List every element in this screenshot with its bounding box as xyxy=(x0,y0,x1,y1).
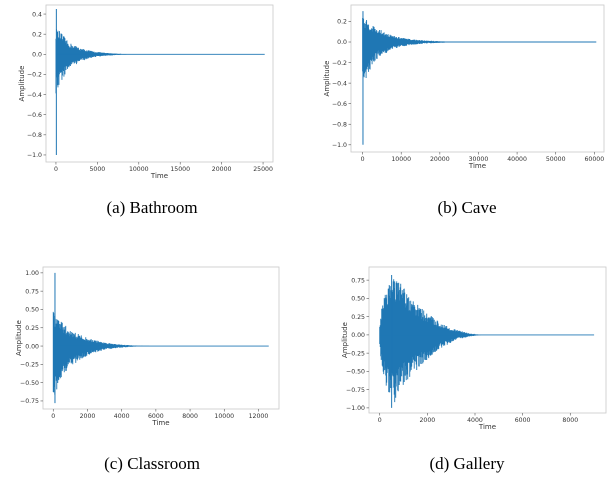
x-tick-label: 60000 xyxy=(584,156,604,163)
panel-gallery: 0.75 0.50 0.25 0.00 −0.25 −0.50 −0.75 −1.00 0 200… xyxy=(341,266,607,431)
x-tick-label: 25000 xyxy=(253,166,273,173)
y-tick-label: −1.0 xyxy=(27,152,42,159)
y-tick-label: −0.2 xyxy=(332,60,347,67)
y-tick-label: 0.2 xyxy=(32,31,42,38)
y-tick-label: 0.25 xyxy=(351,314,365,321)
x-axis-label: Time xyxy=(468,162,486,170)
y-tick-label: −0.75 xyxy=(346,387,365,394)
plot-frame xyxy=(368,266,607,414)
y-axis-label: Amplitude xyxy=(341,322,349,358)
x-tick-label: 8000 xyxy=(182,413,198,420)
y-tick-label: −0.6 xyxy=(27,112,42,119)
x-tick-label: 0 xyxy=(54,166,58,173)
panel-cave: 0.2 0.0 −0.2 −0.4 −0.6 −0.8 −1.0 0 10000 20000 300… xyxy=(323,4,605,170)
x-tick-label: 0 xyxy=(51,413,55,420)
y-axis-label: Amplitude xyxy=(323,61,331,97)
y-tick-label: 0.50 xyxy=(351,296,365,303)
x-tick-label: 4000 xyxy=(114,413,130,420)
y-tick-label: −0.50 xyxy=(346,369,365,376)
x-axis-label: Time xyxy=(151,419,169,427)
caption-gallery: (d) Gallery xyxy=(429,454,505,473)
x-tick-label: 0 xyxy=(361,156,365,163)
plot-frame xyxy=(42,266,280,410)
y-tick-label: 0.75 xyxy=(25,288,39,295)
y-tick-label: 0.00 xyxy=(351,332,365,339)
y-tick-label: 1.00 xyxy=(25,270,39,277)
y-tick-label: −0.25 xyxy=(20,362,39,369)
y-tick-label: 0.75 xyxy=(351,277,365,284)
x-tick-label: 10000 xyxy=(129,166,149,173)
waveform-classroom xyxy=(52,311,156,395)
x-tick-label: 30000 xyxy=(469,156,489,163)
x-tick-label: 20000 xyxy=(430,156,450,163)
y-tick-label: 0.25 xyxy=(25,325,39,332)
x-tick-label: 12000 xyxy=(249,413,269,420)
x-tick-label: 15000 xyxy=(170,166,190,173)
y-axis-label: Amplitude xyxy=(18,66,26,102)
x-axis-label: Time xyxy=(478,423,496,431)
x-tick-label: 0 xyxy=(378,417,382,424)
x-axis-label: Time xyxy=(150,172,168,180)
y-tick-label: 0.0 xyxy=(32,52,42,59)
y-tick-label: −0.6 xyxy=(332,101,347,108)
plot-frame xyxy=(45,4,274,163)
y-tick-label: −0.8 xyxy=(332,121,347,128)
y-tick-label: 0.2 xyxy=(337,19,347,26)
y-tick-label: 0.00 xyxy=(25,343,39,350)
plot-frame xyxy=(350,4,605,153)
x-tick-label: 2000 xyxy=(80,413,96,420)
waveform-bathroom xyxy=(55,29,139,94)
y-tick-label: 0.4 xyxy=(32,11,42,18)
x-tick-label: 4000 xyxy=(467,417,483,424)
waveform-cave xyxy=(362,17,472,78)
y-tick-label: −0.8 xyxy=(27,132,42,139)
x-tick-label: 40000 xyxy=(507,156,527,163)
caption-classroom: (c) Classroom xyxy=(104,454,200,473)
y-tick-label: 0.50 xyxy=(25,307,39,314)
x-tick-label: 2000 xyxy=(419,417,435,424)
y-tick-label: −0.75 xyxy=(20,398,39,405)
x-tick-label: 10000 xyxy=(391,156,411,163)
y-tick-label: −0.2 xyxy=(27,72,42,79)
y-tick-label: 0.0 xyxy=(337,39,347,46)
x-tick-label: 10000 xyxy=(214,413,234,420)
caption-bathroom: (a) Bathroom xyxy=(106,198,197,217)
y-tick-label: −0.25 xyxy=(346,350,365,357)
panel-bathroom: 0.4 0.2 0.0 −0.2 −0.4 −0.6 −0.8 −1.0 0 5000 10000 1… xyxy=(18,4,274,180)
y-axis-label: Amplitude xyxy=(15,320,23,356)
y-tick-label: −0.4 xyxy=(27,92,42,99)
x-tick-label: 6000 xyxy=(148,413,164,420)
y-tick-label: −1.00 xyxy=(346,405,365,412)
y-tick-label: −0.4 xyxy=(332,80,347,87)
x-tick-label: 6000 xyxy=(515,417,531,424)
y-tick-label: −0.50 xyxy=(20,380,39,387)
x-tick-label: 20000 xyxy=(212,166,232,173)
waveform-gallery xyxy=(379,279,483,403)
x-tick-label: 5000 xyxy=(89,166,105,173)
x-tick-label: 8000 xyxy=(562,417,578,424)
caption-cave: (b) Cave xyxy=(437,198,496,217)
x-tick-label: 50000 xyxy=(546,156,566,163)
y-tick-label: −1.0 xyxy=(332,142,347,149)
panel-classroom: 1.00 0.75 0.50 0.25 0.00 −0.25 −0.50 −0.75 0 2000… xyxy=(15,266,280,427)
